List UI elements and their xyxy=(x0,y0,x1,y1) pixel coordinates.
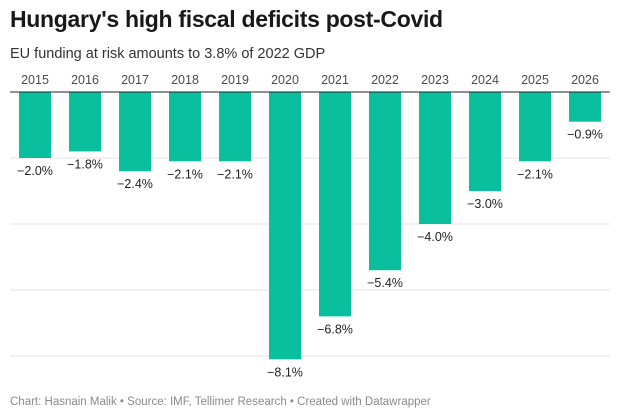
bar xyxy=(119,92,151,172)
x-tick-label: 2020 xyxy=(271,73,299,87)
value-labels: −2.0% −1.8% −2.4% −2.1% −2.1% −8.1% −6.8% −5.4%… xyxy=(17,128,603,380)
bar xyxy=(19,92,51,158)
value-label: −8.1% xyxy=(267,365,303,379)
x-tick-label: 2023 xyxy=(421,73,449,87)
footer-credit: Chart: Hasnain Malik xyxy=(10,396,117,408)
footer-tool: Created with Datawrapper xyxy=(297,396,431,408)
value-label: −2.1% xyxy=(167,167,203,181)
footer-separator: • xyxy=(116,396,128,408)
footer-source: Source: IMF, Tellimer Research xyxy=(127,396,287,408)
x-tick-label: 2025 xyxy=(521,73,549,87)
bar xyxy=(419,92,451,224)
value-label: −2.4% xyxy=(117,177,153,191)
bar xyxy=(519,92,551,162)
bar xyxy=(269,92,301,360)
value-label: −1.8% xyxy=(67,157,103,171)
value-label: −2.0% xyxy=(17,164,53,178)
bar xyxy=(219,92,251,162)
bar xyxy=(569,92,601,122)
x-tick-label: 2017 xyxy=(121,73,149,87)
bar xyxy=(69,92,101,152)
chart-title: Hungary's high fiscal deficits post-Covi… xyxy=(10,6,443,32)
bars xyxy=(19,92,601,360)
bar xyxy=(469,92,501,191)
x-tick-label: 2019 xyxy=(221,73,249,87)
x-tick-label: 2022 xyxy=(371,73,399,87)
value-label: −0.9% xyxy=(567,128,603,142)
value-label: −3.0% xyxy=(467,197,503,211)
value-label: −2.1% xyxy=(217,167,253,181)
x-axis-ticks: 2015 2016 2017 2018 2019 2020 2021 2022 2023 2024… xyxy=(21,73,599,87)
value-label: −2.1% xyxy=(517,167,553,181)
footer-separator: • xyxy=(286,396,298,408)
chart-footer: Chart: Hasnain Malik • Source: IMF, Tell… xyxy=(10,396,431,408)
x-tick-label: 2026 xyxy=(571,73,599,87)
value-label: −5.4% xyxy=(367,276,403,290)
bar xyxy=(319,92,351,317)
bar xyxy=(369,92,401,271)
x-tick-label: 2018 xyxy=(171,73,199,87)
gridlines xyxy=(10,157,610,357)
bar xyxy=(169,92,201,162)
value-label: −4.0% xyxy=(417,230,453,244)
x-tick-label: 2021 xyxy=(321,73,349,87)
x-tick-label: 2015 xyxy=(21,73,49,87)
value-label: −6.8% xyxy=(317,322,353,336)
x-tick-label: 2016 xyxy=(71,73,99,87)
chart-subtitle: EU funding at risk amounts to 3.8% of 20… xyxy=(10,46,326,62)
x-tick-label: 2024 xyxy=(471,73,499,87)
